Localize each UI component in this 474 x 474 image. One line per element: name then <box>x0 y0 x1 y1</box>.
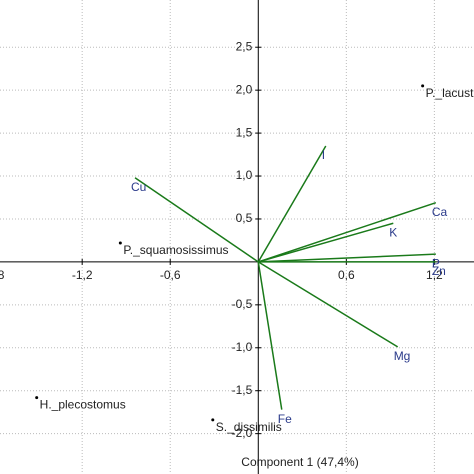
loading-vector <box>258 222 394 263</box>
point-label: H._plecostomus <box>40 398 126 412</box>
x-axis-label: Component 1 (47,4%) <box>241 455 358 469</box>
vector-label: Mg <box>394 349 411 363</box>
vector-label: Zn <box>432 264 446 278</box>
vector-label: K <box>389 225 397 239</box>
vector-label: P <box>432 256 440 270</box>
loading-vector <box>257 261 399 348</box>
vector-label: Fe <box>278 412 292 426</box>
y-tick-label: 2,5 <box>236 39 253 53</box>
x-tick-label: -1,8 <box>0 268 5 282</box>
point-label: S._dissimilis <box>216 420 282 434</box>
score-point <box>35 396 39 400</box>
vector-label: Cu <box>131 180 146 194</box>
loading-vector <box>258 253 436 263</box>
vector-label: I <box>322 148 325 162</box>
vector-label: Ca <box>432 205 448 219</box>
y-tick-label: 1,5 <box>236 125 253 139</box>
y-tick-label: 1,0 <box>236 168 253 182</box>
y-tick-label: -1,5 <box>232 383 253 397</box>
loading-vector <box>134 177 259 263</box>
y-tick-label: -1,0 <box>232 340 253 354</box>
loading-vector <box>257 145 327 263</box>
point-label: P._lacustris <box>426 86 474 100</box>
loading-vector <box>257 261 283 410</box>
y-tick-label: -0,5 <box>232 297 253 311</box>
x-tick-label: -0,6 <box>160 268 181 282</box>
x-tick-label: 1,2 <box>426 268 443 282</box>
score-point <box>118 241 122 245</box>
score-point <box>421 84 425 88</box>
x-tick-label: 0,6 <box>338 268 355 282</box>
y-tick-label: 0,5 <box>236 211 253 225</box>
y-tick-label: 2,0 <box>236 82 253 96</box>
score-point <box>211 418 215 422</box>
y-tick-label: -2,0 <box>232 426 253 440</box>
loading-vector <box>258 201 437 263</box>
point-label: P._squamosissimus <box>123 243 228 257</box>
x-tick-label: -1,2 <box>72 268 93 282</box>
